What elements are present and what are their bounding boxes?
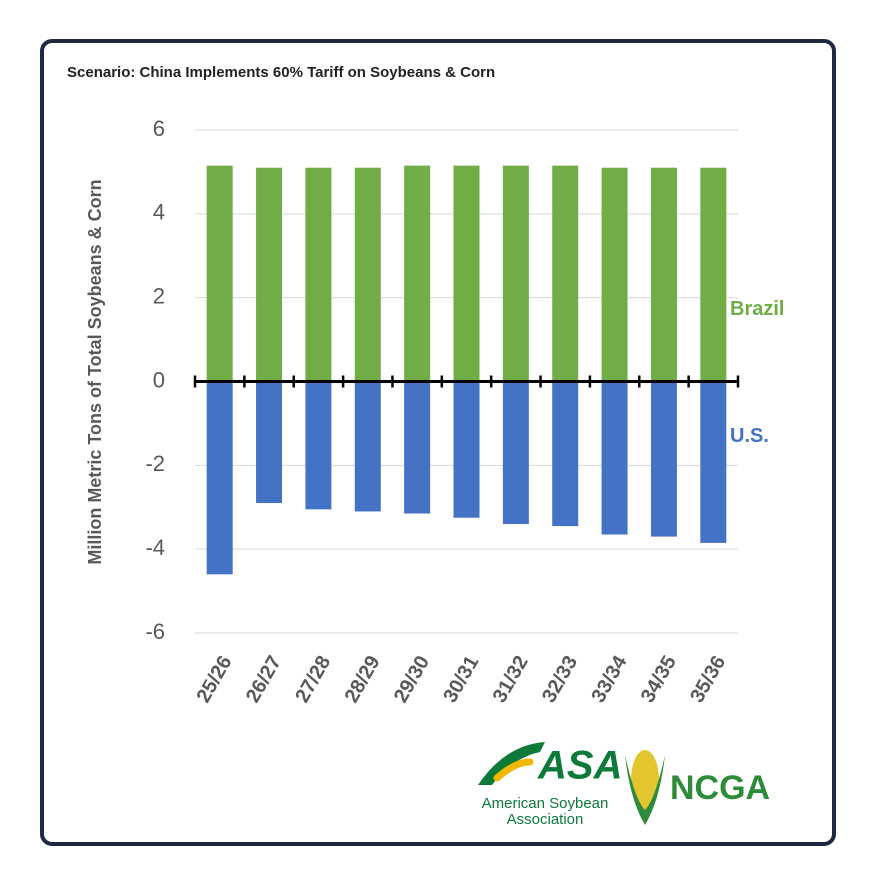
bar [552, 381, 579, 527]
asa-logo: ASA [537, 744, 622, 788]
asa-line: American Soybean [482, 795, 609, 812]
series-label: Brazil [730, 298, 784, 320]
bar [552, 165, 579, 382]
bar [650, 381, 677, 537]
bar [502, 381, 529, 525]
chart-title: Scenario: China Implements 60% Tariff on… [67, 64, 495, 81]
bar [206, 381, 233, 575]
bar [601, 167, 628, 382]
bar [502, 165, 529, 382]
frame [40, 39, 836, 846]
bar [305, 167, 332, 382]
y-tick-label: 4 [153, 200, 165, 225]
bar [700, 381, 727, 543]
bar [700, 167, 727, 382]
y-tick-label: -6 [145, 619, 165, 644]
y-tick-label: 0 [153, 367, 165, 392]
ncga-corn [631, 750, 659, 810]
bar [354, 167, 381, 382]
bar [305, 381, 332, 510]
bar [404, 381, 431, 514]
bar [650, 167, 677, 382]
series-label: U.S. [730, 425, 769, 447]
y-tick-label: 6 [153, 116, 165, 141]
ncga-husk [625, 755, 665, 825]
bar [256, 381, 283, 504]
bar [404, 165, 431, 382]
logos: ASA American Soybean Association NCGA [478, 742, 770, 828]
bar [206, 165, 233, 382]
asa-line: Association [507, 811, 584, 828]
y-tick-label: 2 [153, 283, 165, 308]
bar [601, 381, 628, 535]
bar [354, 381, 381, 512]
bar [256, 167, 283, 382]
bar [453, 381, 480, 518]
bar [453, 165, 480, 382]
y-tick-label: -2 [145, 451, 165, 476]
y-tick-label: -4 [145, 535, 165, 560]
y-axis-label: Million Metric Tons of Total Soybeans & … [85, 179, 105, 564]
asa-bean [493, 758, 534, 782]
ncga-logo: NCGA [670, 769, 770, 807]
